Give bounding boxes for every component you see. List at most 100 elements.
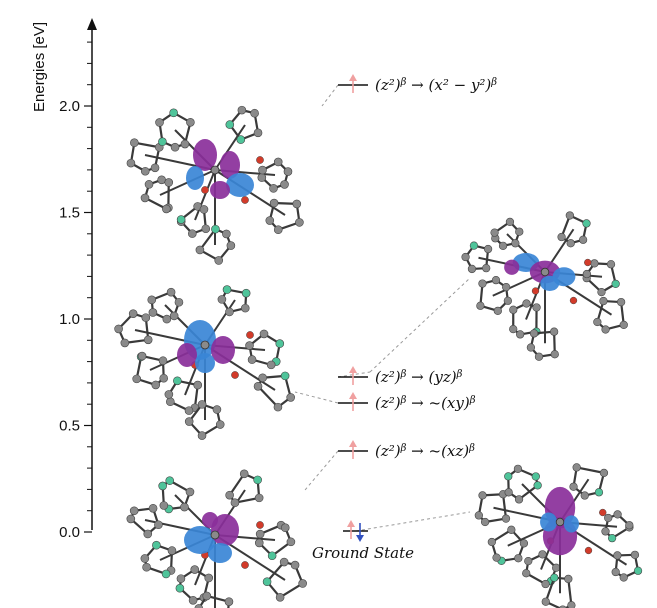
carbon-atom: [498, 241, 508, 250]
carbon-atom: [541, 579, 550, 589]
carbon-atom: [253, 128, 263, 138]
tick-label: 0.0: [59, 524, 80, 541]
oxygen-atom: [201, 186, 209, 194]
tick-label: 1.5: [59, 205, 80, 222]
carbon-atom: [625, 521, 634, 530]
carbon-atom: [194, 604, 204, 608]
carbon-atom: [564, 574, 573, 584]
orbital-lobe-positive: [540, 275, 560, 291]
carbon-atom: [204, 573, 214, 583]
carbon-atom: [137, 351, 147, 361]
carbon-atom: [258, 373, 267, 383]
oxygen-atom: [584, 546, 593, 555]
carbon-atom: [478, 279, 487, 288]
carbon-atom: [565, 211, 574, 220]
carbon-atom: [185, 487, 195, 497]
carbon-atom: [148, 503, 158, 513]
carbon-atom: [162, 204, 171, 214]
carbon-atom: [522, 299, 531, 308]
orbital-lobe-positive: [184, 526, 216, 554]
metal-atom: [210, 530, 220, 540]
carbon-atom: [174, 297, 184, 307]
carbon-atom: [273, 225, 283, 235]
carbon-atom: [280, 180, 289, 189]
carbon-atom: [286, 537, 296, 547]
tick-label: 0.5: [59, 418, 80, 435]
transition-label: (z²)β → ~(xy)β: [375, 394, 476, 412]
carbon-atom: [253, 381, 263, 391]
molecule-xy: [114, 285, 295, 440]
carbon-atom: [222, 229, 231, 239]
carbon-atom: [461, 252, 470, 262]
oxygen-atom: [531, 287, 540, 295]
carbon-atom: [482, 264, 491, 273]
carbon-atom: [150, 163, 160, 173]
fluorine-atom: [211, 224, 220, 234]
carbon-atom: [493, 306, 502, 315]
carbon-atom: [611, 567, 620, 577]
carbon-atom: [190, 565, 200, 574]
fluorine-atom: [236, 135, 246, 144]
carbon-atom: [529, 329, 539, 338]
connector-line: [294, 391, 339, 404]
level-yz: (z²)β → (yz)β: [338, 366, 463, 386]
carbon-atom: [630, 550, 640, 559]
carbon-atom: [580, 491, 589, 500]
oxygen-atom: [246, 331, 254, 339]
carbon-atom: [214, 256, 224, 265]
carbon-atom: [474, 511, 483, 520]
carbon-atom: [245, 341, 254, 350]
metal-atom: [210, 165, 220, 175]
oxygen-atom: [599, 508, 607, 517]
carbon-atom: [132, 374, 141, 384]
fluorine-atom: [241, 288, 251, 298]
carbon-atom: [226, 241, 236, 250]
carbon-atom: [549, 327, 559, 336]
fluorine-atom: [173, 376, 182, 386]
y-axis-ticks: 0.0 0.5 1.0 1.5 2.0: [59, 41, 92, 541]
energy-levels: (z²)β → (x² − y²)β (z²)β → (yz)β (z²)β → ~…: [312, 74, 497, 562]
connector-line: [304, 450, 339, 491]
carbon-atom: [557, 232, 566, 242]
metal-atom: [200, 340, 210, 350]
carbon-atom: [141, 313, 151, 322]
carbon-atom: [492, 553, 501, 562]
carbon-atom: [159, 501, 169, 510]
fluorine-atom: [611, 279, 620, 289]
carbon-atom: [164, 390, 174, 399]
fluorine-atom: [225, 120, 235, 129]
bond: [266, 561, 285, 583]
carbon-atom: [503, 296, 512, 305]
carbon-atom: [166, 397, 175, 407]
carbon-atom: [240, 303, 250, 313]
carbon-atom: [217, 295, 227, 304]
carbon-atom: [582, 269, 591, 279]
carbon-atom: [552, 563, 561, 572]
y-axis: 0.0 0.5 1.0 1.5 2.0 Energies [eV]: [31, 18, 97, 541]
carbon-atom: [599, 468, 609, 478]
carbon-atom: [197, 400, 207, 409]
carbon-atom: [188, 229, 197, 238]
level-xy: (z²)β → ~(xy)β: [338, 392, 476, 412]
carbon-atom: [180, 139, 190, 149]
fluorine-atom: [594, 488, 604, 497]
carbon-atom: [286, 393, 295, 402]
carbon-atom: [467, 264, 477, 274]
carbon-atom: [519, 539, 529, 548]
carbon-atom: [257, 173, 267, 182]
carbon-atom: [269, 184, 278, 193]
fluorine-atom: [253, 475, 262, 485]
tick-label: 2.0: [59, 98, 80, 115]
spin-up-arrow: [349, 392, 357, 399]
carbon-atom: [606, 260, 616, 269]
orbital-lobe-negative: [177, 343, 197, 367]
molecule-images: [114, 105, 643, 608]
orbital-lobe-positive: [540, 512, 558, 532]
carbon-atom: [490, 228, 499, 237]
carbon-atom: [164, 178, 174, 187]
orbital-lobe-negative: [220, 151, 240, 179]
metal-atom: [555, 517, 565, 527]
carbon-atom: [201, 224, 211, 234]
fluorine-atom: [158, 137, 167, 147]
carbon-atom: [224, 597, 234, 606]
